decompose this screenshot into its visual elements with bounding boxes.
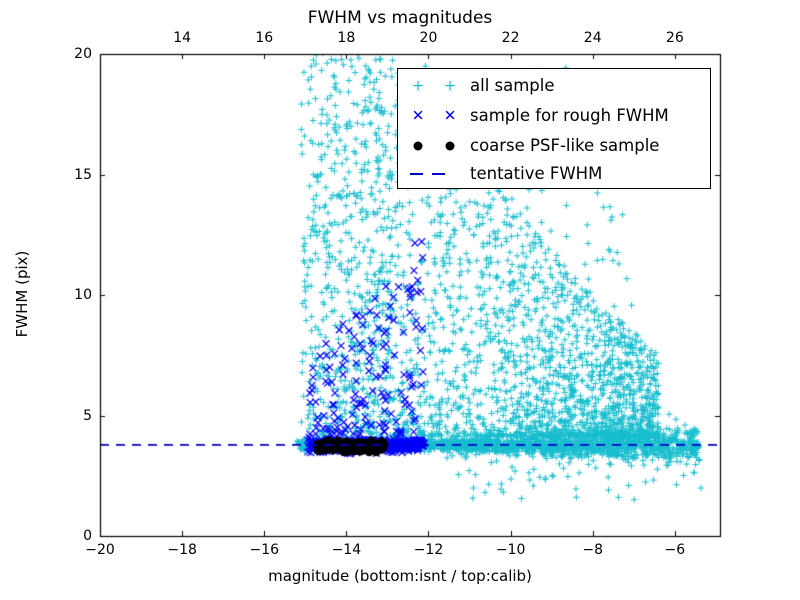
legend-marker-all-sample: + + [398,71,470,101]
top-tick-label: 14 [173,30,192,46]
x-axis-label: magnitude (bottom:isnt / top:calib) [268,567,532,585]
x-marker-icon: ✕ [411,106,425,125]
x-tick-label: −18 [167,542,197,558]
top-tick-label: 16 [255,30,274,46]
y-axis-label: FWHM (pix) [13,250,31,338]
y-tick-label: 15 [74,166,92,183]
x-tick-label: −12 [413,542,444,558]
legend-marker-psf-like [398,131,470,161]
x-marker-icon: ✕ [443,106,457,125]
plus-icon: + [411,76,425,95]
legend-item-psf-like[interactable]: coarse PSF-like sample [398,131,710,161]
y-tick-label: 20 [74,46,92,62]
dashed-line-icon [410,173,423,175]
filled-circle-icon [413,141,423,151]
x-tick-label: −16 [249,542,280,558]
legend[interactable]: + + all sample ✕ ✕ sample for rough FWHM… [397,68,711,189]
x-tick-label: −6 [664,542,686,558]
legend-item-rough-fwhm[interactable]: ✕ ✕ sample for rough FWHM [398,101,710,131]
dashed-line-icon [432,173,445,175]
plus-icon: + [443,76,457,95]
y-tick-label: 10 [74,287,92,303]
legend-label-rough-fwhm: sample for rough FWHM [470,105,669,125]
y-tick-label: 5 [83,407,92,424]
top-tick-label: 20 [419,30,438,46]
x-tick-label: −10 [495,542,526,558]
x-tick-label: −8 [582,542,604,558]
legend-marker-tentative-fwhm [398,159,470,189]
filled-circle-icon [445,141,455,151]
legend-item-all-sample[interactable]: + + all sample [398,71,710,101]
legend-label-all-sample: all sample [470,75,555,95]
page-title: FWHM vs magnitudes [307,8,493,28]
legend-label-psf-like: coarse PSF-like sample [470,135,660,155]
top-tick-label: 24 [583,30,602,46]
top-tick-label: 18 [337,30,356,46]
y-tick-label: 0 [83,528,92,544]
top-tick-label: 22 [501,30,520,46]
top-tick-label: 26 [665,30,684,46]
x-tick-label: −20 [85,542,115,558]
legend-label-tentative-fwhm: tentative FWHM [470,163,603,183]
legend-marker-rough-fwhm: ✕ ✕ [398,101,470,131]
x-tick-label: −14 [331,542,362,558]
legend-item-tentative-fwhm[interactable]: tentative FWHM [398,159,710,189]
